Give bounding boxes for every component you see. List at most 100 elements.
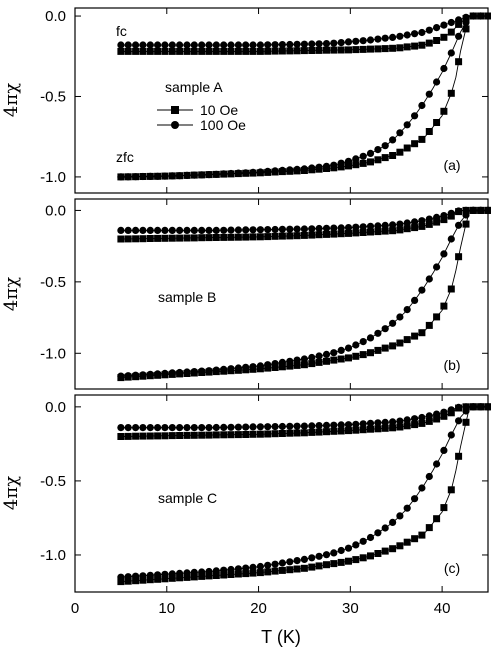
data-point-circle <box>227 565 235 574</box>
data-point-circle <box>381 418 389 426</box>
data-point-circle <box>352 541 360 549</box>
data-point-circle <box>477 206 485 214</box>
data-point-circle <box>278 358 286 366</box>
data-point-circle <box>433 263 441 271</box>
data-point-square <box>139 235 147 243</box>
data-point-square <box>308 231 316 239</box>
data-point-circle <box>389 221 397 229</box>
data-point-circle <box>271 167 279 175</box>
data-point-square <box>249 569 257 577</box>
data-point-circle <box>183 368 191 376</box>
data-point-circle <box>359 223 367 231</box>
data-point-square <box>154 47 162 55</box>
data-point-square <box>447 285 455 293</box>
panel-b-ylabel: 4πχ <box>1 277 22 311</box>
data-point-circle <box>366 149 375 157</box>
data-point-square <box>308 428 316 436</box>
data-point-square <box>132 577 140 585</box>
data-point-circle <box>359 37 367 45</box>
data-point-square <box>337 355 345 363</box>
data-point-square <box>264 233 272 241</box>
data-point-circle <box>132 424 140 432</box>
data-point-square <box>190 234 198 242</box>
data-point-circle <box>389 418 397 426</box>
data-point-circle <box>433 213 441 221</box>
data-point-square <box>234 431 242 439</box>
data-point-circle <box>176 172 184 180</box>
data-point-circle <box>352 420 360 428</box>
data-point-circle <box>411 112 419 120</box>
data-point-square <box>352 426 360 434</box>
data-point-circle <box>300 555 308 564</box>
data-point-square <box>374 550 382 557</box>
data-point-circle <box>124 372 132 380</box>
data-point-square <box>440 302 448 310</box>
xtick-label: 20 <box>250 600 267 617</box>
data-point-square <box>403 336 411 344</box>
data-point-circle <box>447 235 455 243</box>
data-point-circle <box>190 226 198 234</box>
data-point-circle <box>220 365 228 373</box>
data-point-circle <box>242 363 250 371</box>
data-point-circle <box>308 554 316 562</box>
data-point-square <box>234 233 242 241</box>
data-point-circle <box>337 546 345 555</box>
data-point-circle <box>146 424 154 432</box>
data-point-circle <box>139 226 147 234</box>
data-point-circle <box>139 172 147 181</box>
data-point-square <box>293 565 301 573</box>
data-point-circle <box>330 549 338 557</box>
data-point-square <box>146 235 154 242</box>
data-point-square <box>161 234 169 242</box>
data-point-circle <box>381 221 389 229</box>
data-point-square <box>455 253 463 261</box>
data-point-square <box>374 45 382 53</box>
data-point-circle <box>469 206 477 214</box>
data-point-square <box>462 418 470 426</box>
data-point-square <box>183 573 191 581</box>
panel-a-ylabel: 4πχ <box>1 83 22 117</box>
data-point-square <box>396 542 404 550</box>
data-point-circle <box>198 41 206 49</box>
data-point-circle <box>418 101 426 110</box>
data-point-circle <box>234 364 242 372</box>
data-point-circle <box>344 544 353 552</box>
data-point-circle <box>183 569 191 577</box>
data-point-square <box>367 45 374 53</box>
data-point-circle <box>176 424 184 432</box>
data-point-circle <box>117 41 125 49</box>
data-point-circle <box>352 223 360 231</box>
data-point-square <box>440 504 448 512</box>
data-point-circle <box>300 165 308 173</box>
data-point-circle <box>455 403 463 411</box>
data-point-circle <box>242 423 250 431</box>
data-point-square <box>367 228 374 236</box>
data-point-square <box>403 144 411 152</box>
data-point-square <box>183 47 191 55</box>
data-point-circle <box>381 325 389 333</box>
data-point-square <box>425 39 433 47</box>
data-point-circle <box>264 41 272 49</box>
data-point-square <box>411 42 419 50</box>
data-point-circle <box>411 296 419 304</box>
data-point-square <box>323 230 330 238</box>
data-point-square <box>462 220 470 228</box>
data-point-circle <box>146 370 154 378</box>
data-point-square <box>293 47 301 55</box>
data-point-square <box>256 569 264 577</box>
data-point-circle <box>381 142 389 150</box>
data-point-square <box>249 47 257 55</box>
data-point-square <box>124 47 132 55</box>
data-point-circle <box>403 416 411 424</box>
data-point-square <box>433 313 441 321</box>
data-point-square <box>374 346 382 354</box>
data-point-square <box>352 161 360 169</box>
data-point-circle <box>168 570 176 578</box>
data-point-circle <box>227 365 235 373</box>
data-point-circle <box>381 524 389 532</box>
data-point-circle <box>124 41 132 49</box>
data-point-circle <box>308 40 316 48</box>
data-point-circle <box>168 226 176 234</box>
data-point-circle <box>286 357 294 365</box>
data-point-square <box>242 431 250 438</box>
